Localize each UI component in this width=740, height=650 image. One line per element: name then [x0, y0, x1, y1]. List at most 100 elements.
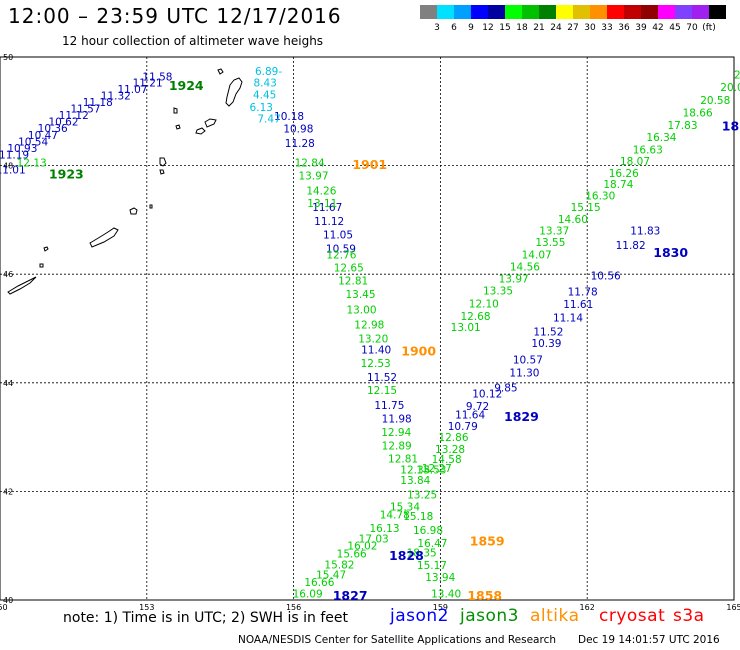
swh-value: 11.57	[70, 103, 100, 115]
swh-value: 13.37	[539, 226, 569, 238]
scale-label: 33	[601, 23, 613, 33]
scale-swatch	[437, 5, 454, 19]
page-title: 12:00 – 23:59 UTC 12/17/2016	[8, 4, 342, 28]
swh-value: 10.59	[326, 243, 356, 255]
swh-value: 16.13	[369, 523, 399, 535]
swh-value: 12.35	[400, 464, 430, 476]
swh-value: 11.40	[361, 344, 391, 356]
swh-value: 16.02	[347, 541, 377, 553]
swh-value: 13.55	[535, 237, 565, 249]
coastline	[7, 68, 243, 295]
island-shape	[89, 227, 119, 248]
page-subtitle: 12 hour collection of altimeter wave hei…	[62, 34, 324, 48]
swh-value: 11.61	[563, 299, 593, 311]
footer-timestamp: Dec 19 14:01:57 UTC 2016	[578, 634, 720, 646]
scale-label: 70	[686, 23, 698, 33]
lon-tick-label: 165	[726, 603, 740, 612]
swh-value: 10.62	[48, 116, 78, 128]
scale-label: 6	[451, 23, 457, 33]
lat-tick-label: 44	[3, 379, 13, 388]
scale-label: 12	[482, 23, 494, 33]
swh-value: 11.83	[630, 226, 660, 238]
swh-value: 16.30	[585, 190, 615, 202]
lon-tick-label: 159	[433, 603, 448, 612]
pass-time-label: 1829	[504, 409, 539, 424]
swh-value: 11.28	[285, 138, 315, 150]
pass-time-label: 1858	[467, 588, 502, 603]
swh-value: 10.54	[18, 137, 48, 149]
swh-value: 15.66	[337, 549, 367, 561]
swh-value: 13.45	[345, 289, 375, 301]
swh-value: 10.39	[531, 338, 561, 350]
island-shape	[204, 118, 217, 128]
swh-value: 15.34	[390, 501, 420, 513]
pass-time-label: 1828	[389, 548, 424, 563]
swh-value: 11.52	[533, 327, 563, 339]
swh-value: 17.83	[667, 120, 697, 132]
swh-value: 16.34	[646, 132, 676, 144]
swh-value: 6.89-	[255, 66, 282, 78]
scale-swatch	[522, 5, 539, 19]
swh-value: 11.14	[553, 312, 583, 324]
swh-value: 20.0	[720, 82, 740, 94]
scale-label: 27	[567, 23, 579, 33]
swh-value: 12.84	[295, 158, 325, 170]
swh-value: 15.15	[571, 202, 601, 214]
swh-value: 13.84	[400, 475, 430, 487]
swh-value: 12.10	[469, 298, 499, 310]
scale-label: 3	[434, 23, 440, 33]
swh-value: 18.74	[603, 179, 633, 191]
swh-value: 11.98	[382, 413, 412, 425]
scale-swatch	[488, 5, 505, 19]
swh-value: 14.58	[432, 454, 462, 466]
scale-label: 24	[550, 23, 562, 33]
scale-swatch	[658, 5, 675, 19]
legend-cryosat: cryosat	[599, 606, 666, 626]
map-grid	[0, 56, 735, 601]
scale-label: 15	[499, 23, 511, 33]
swh-value: 12.89	[382, 441, 412, 453]
swh-value: 10.93	[7, 143, 37, 155]
swh-value: 11.18	[83, 97, 113, 109]
swh-value: 11.12	[314, 216, 344, 228]
swh-value: 13.53	[416, 464, 446, 476]
scale-label: 39	[635, 23, 647, 33]
scale-swatch	[454, 5, 471, 19]
swh-value: 11.30	[509, 367, 539, 379]
swh-value: 15.17	[417, 560, 447, 572]
scale-swatch	[709, 5, 726, 19]
swh-value: 10.47	[28, 130, 58, 142]
swh-value: 11.05	[323, 229, 353, 241]
scale-swatch	[692, 5, 709, 19]
swh-value: 13.40	[431, 588, 461, 600]
swh-value: 11.19	[0, 150, 29, 162]
pass-time-labels: 1924 1923 1901 1900 1830 18 1829 1859 1828 1827 18…	[49, 78, 739, 603]
island-shape	[159, 157, 167, 167]
swh-value: 10.79	[448, 421, 478, 433]
swh-value: 16.63	[633, 145, 663, 157]
pass-time-label: 1830	[653, 245, 688, 260]
scale-label: 45	[669, 23, 681, 33]
lon-tick-label: 153	[139, 603, 154, 612]
scale-swatch	[590, 5, 607, 19]
swh-value: 14.60	[558, 214, 588, 226]
swh-value: 16.98	[413, 525, 443, 537]
scale-swatch	[471, 5, 488, 19]
scale-swatch	[539, 5, 556, 19]
legend-jason3: jason3	[460, 606, 519, 626]
lat-tick-label: 48	[3, 162, 13, 171]
island-shape	[173, 107, 178, 114]
swh-value: 13.28	[435, 444, 465, 456]
swh-value: 12.98	[354, 320, 384, 332]
swh-value: 10.36	[38, 123, 68, 135]
pass-time-label: 1901	[352, 157, 387, 172]
swh-value: 11.12	[59, 110, 89, 122]
scale-label: 36	[618, 23, 630, 33]
island-shape	[159, 169, 165, 175]
swh-value: 12.27	[422, 463, 452, 475]
scale-swatch	[624, 5, 641, 19]
island-shape	[225, 77, 243, 107]
swh-value: 16.47	[417, 538, 447, 550]
scale-label: 18	[516, 23, 528, 33]
footer-note: note: 1) Time is in UTC; 2) SWH is in fe…	[63, 610, 349, 626]
